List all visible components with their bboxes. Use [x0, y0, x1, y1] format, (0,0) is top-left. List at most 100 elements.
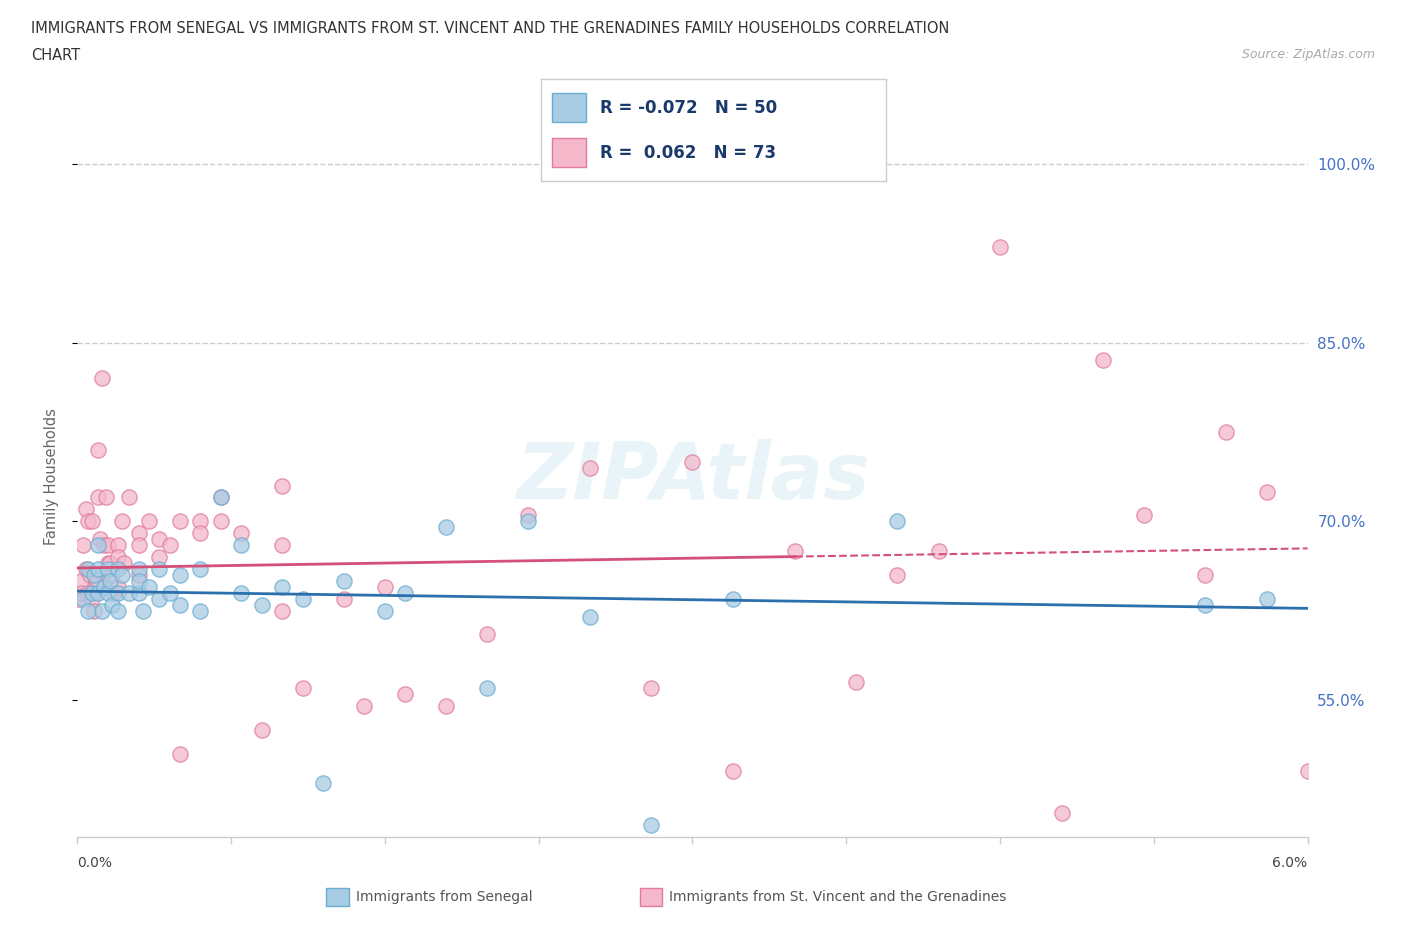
Point: [209, 490, 232, 505]
Point: [271, 579, 294, 594]
Point: [271, 604, 294, 618]
Point: [128, 538, 150, 552]
Point: [80, 514, 103, 529]
Point: [231, 585, 253, 600]
Point: [90, 604, 114, 618]
Point: [1296, 764, 1319, 779]
Point: [723, 591, 745, 606]
Point: [682, 454, 704, 469]
Point: [132, 604, 155, 618]
Point: [107, 550, 129, 565]
Point: [90, 371, 114, 386]
Point: [169, 746, 191, 761]
Point: [84, 574, 107, 589]
Point: [107, 585, 129, 600]
Text: Immigrants from Senegal: Immigrants from Senegal: [356, 889, 533, 904]
Point: [1215, 424, 1237, 439]
Point: [76, 514, 98, 529]
Point: [1091, 353, 1114, 368]
Point: [159, 538, 181, 552]
Point: [148, 532, 170, 547]
Point: [76, 562, 98, 577]
Point: [333, 591, 356, 606]
Point: [87, 574, 110, 589]
Point: [83, 567, 105, 582]
Text: IMMIGRANTS FROM SENEGAL VS IMMIGRANTS FROM ST. VINCENT AND THE GRENADINES FAMILY: IMMIGRANTS FROM SENEGAL VS IMMIGRANTS FR…: [31, 21, 949, 36]
Point: [1256, 485, 1278, 499]
Point: [169, 567, 191, 582]
Point: [845, 674, 868, 689]
Point: [209, 514, 232, 529]
Point: [394, 686, 416, 701]
Point: [76, 585, 98, 600]
Point: [107, 562, 129, 577]
FancyBboxPatch shape: [551, 139, 586, 167]
Point: [291, 681, 314, 696]
Point: [517, 514, 540, 529]
Point: [291, 591, 314, 606]
Point: [169, 597, 191, 612]
Point: [72, 591, 94, 606]
Point: [271, 478, 294, 493]
Point: [231, 525, 253, 540]
Point: [67, 591, 90, 606]
Point: [97, 562, 120, 577]
Point: [94, 490, 117, 505]
Point: [138, 579, 160, 594]
Point: [374, 604, 396, 618]
Point: [128, 525, 150, 540]
Point: [80, 585, 103, 600]
Point: [128, 574, 150, 589]
Point: [87, 562, 110, 577]
Point: [79, 567, 101, 582]
Text: R =  0.062   N = 73: R = 0.062 N = 73: [600, 144, 776, 162]
Point: [80, 591, 103, 606]
Point: [101, 597, 124, 612]
Point: [107, 538, 129, 552]
Point: [436, 520, 458, 535]
FancyBboxPatch shape: [551, 93, 586, 122]
Point: [128, 567, 150, 582]
Point: [640, 817, 662, 832]
Point: [271, 538, 294, 552]
Point: [374, 579, 396, 594]
Point: [97, 538, 120, 552]
Point: [148, 562, 170, 577]
Point: [107, 579, 129, 594]
Point: [70, 574, 93, 589]
Point: [190, 514, 212, 529]
Point: [579, 609, 602, 624]
Point: [93, 538, 115, 552]
Point: [93, 579, 115, 594]
Point: [190, 562, 212, 577]
Point: [333, 574, 356, 589]
Point: [231, 538, 253, 552]
Point: [1132, 508, 1154, 523]
Point: [394, 585, 416, 600]
Text: 0.0%: 0.0%: [77, 856, 112, 870]
Point: [159, 585, 181, 600]
Text: 6.0%: 6.0%: [1272, 856, 1308, 870]
Point: [107, 604, 129, 618]
Point: [477, 681, 499, 696]
Point: [87, 443, 110, 458]
Point: [83, 604, 105, 618]
Point: [87, 490, 110, 505]
Point: [148, 550, 170, 565]
Point: [138, 514, 160, 529]
Point: [190, 525, 212, 540]
Point: [117, 490, 139, 505]
Point: [128, 585, 150, 600]
Point: [1194, 597, 1216, 612]
Point: [117, 585, 139, 600]
Point: [517, 508, 540, 523]
Text: ZIPAtlas: ZIPAtlas: [516, 439, 869, 514]
Point: [103, 585, 125, 600]
Point: [89, 532, 111, 547]
Point: [148, 591, 170, 606]
Point: [190, 604, 212, 618]
Point: [75, 562, 97, 577]
Point: [76, 604, 98, 618]
Point: [111, 567, 134, 582]
Point: [87, 585, 110, 600]
